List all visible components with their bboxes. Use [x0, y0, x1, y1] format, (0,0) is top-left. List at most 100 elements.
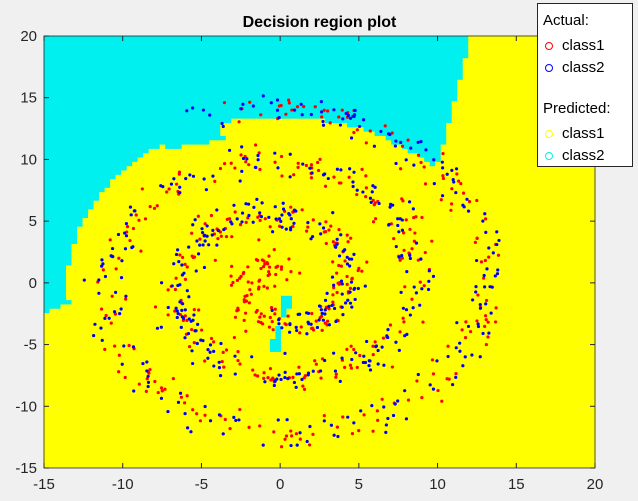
region-cell-class1	[291, 351, 299, 357]
region-cell-class2	[82, 44, 89, 50]
region-cell-class2	[71, 74, 78, 80]
region-cell-class2	[55, 269, 62, 275]
region-cell-class1	[308, 407, 315, 413]
region-cell-class1	[165, 433, 172, 439]
region-cell-class1	[231, 420, 238, 426]
region-cell-class1	[247, 429, 254, 435]
region-cell-class2	[291, 87, 299, 93]
region-cell-class2	[44, 87, 51, 93]
region-cell-class1	[104, 407, 111, 413]
region-cell-class1	[93, 420, 100, 426]
region-cell-class2	[269, 74, 277, 80]
region-cell-class1	[192, 316, 199, 322]
region-cell-class1	[236, 243, 243, 249]
region-cell-class1	[66, 347, 73, 352]
region-cell-class1	[77, 368, 84, 374]
region-cell-class2	[280, 113, 288, 119]
region-cell-class2	[269, 48, 277, 54]
region-cell-class1	[115, 221, 122, 227]
region-cell-class2	[198, 92, 205, 98]
region-cell-class1	[126, 191, 133, 197]
region-cell-class1	[71, 385, 78, 391]
region-cell-class1	[253, 239, 260, 244]
region-cell-class1	[137, 308, 144, 314]
region-cell-class2	[99, 169, 106, 175]
region-cell-class1	[82, 264, 89, 270]
region-cell-class2	[115, 152, 122, 158]
region-cell-class2	[126, 87, 133, 93]
region-cell-class2	[60, 226, 67, 231]
region-cell-class2	[66, 113, 73, 119]
region-cell-class1	[77, 338, 84, 344]
region-cell-class2	[60, 66, 67, 72]
region-cell-class2	[236, 74, 243, 80]
region-cell-class1	[115, 226, 122, 231]
region-cell-class1	[137, 239, 144, 244]
region-cell-class1	[99, 234, 106, 240]
region-cell-class1	[82, 420, 89, 426]
region-cell-class1	[170, 182, 177, 188]
region-cell-class1	[137, 316, 144, 322]
region-cell-class1	[143, 282, 150, 288]
region-cell-class1	[280, 195, 288, 201]
region-cell-class2	[126, 66, 133, 72]
region-cell-class2	[99, 161, 106, 167]
region-cell-class1	[302, 148, 310, 154]
region-cell-class2	[121, 53, 128, 59]
region-cell-class1	[214, 286, 221, 292]
region-cell-class2	[253, 87, 260, 93]
region-cell-class1	[181, 234, 188, 240]
region-cell-class1	[269, 169, 277, 175]
region-cell-class2	[269, 66, 277, 72]
region-cell-class1	[115, 269, 122, 275]
region-cell-class1	[110, 390, 117, 396]
region-cell-class1	[236, 312, 243, 318]
region-cell-class1	[313, 290, 321, 296]
region-cell-class1	[148, 334, 155, 339]
region-cell-class1	[280, 174, 288, 180]
region-cell-class1	[209, 290, 216, 296]
region-cell-class1	[275, 169, 282, 175]
region-cell-class1	[203, 144, 210, 149]
region-cell-class1	[209, 308, 216, 314]
region-cell-class2	[280, 96, 288, 102]
region-cell-class1	[93, 338, 100, 344]
region-cell-class1	[165, 442, 172, 447]
region-cell-class1	[209, 234, 216, 240]
region-cell-class1	[302, 424, 310, 430]
region-cell-class1	[264, 299, 271, 305]
region-cell-class1	[214, 165, 221, 171]
region-cell-class1	[258, 174, 265, 180]
region-cell-class1	[258, 260, 265, 266]
region-cell-class1	[198, 204, 205, 210]
region-cell-class1	[258, 385, 265, 391]
region-cell-class1	[275, 390, 282, 396]
region-cell-class1	[220, 247, 227, 253]
region-cell-class1	[187, 463, 194, 468]
region-cell-class2	[170, 40, 177, 46]
region-cell-class1	[49, 316, 56, 322]
region-cell-class2	[44, 234, 51, 240]
region-cell-class1	[66, 442, 73, 447]
region-cell-class1	[247, 342, 254, 348]
region-cell-class2	[225, 40, 232, 46]
region-cell-class1	[214, 446, 221, 452]
region-cell-class1	[214, 139, 221, 145]
region-cell-class1	[269, 390, 277, 396]
region-cell-class2	[71, 92, 78, 98]
region-cell-class2	[132, 96, 139, 102]
region-cell-class2	[55, 105, 62, 111]
region-cell-class1	[170, 234, 177, 240]
region-cell-class1	[44, 398, 51, 404]
region-cell-class1	[121, 403, 128, 409]
region-cell-class1	[110, 338, 117, 344]
region-cell-class2	[181, 131, 188, 136]
region-cell-class1	[192, 243, 199, 249]
region-cell-class1	[253, 377, 260, 383]
region-cell-class2	[264, 79, 271, 85]
region-cell-class2	[159, 92, 166, 98]
region-cell-class1	[104, 459, 111, 465]
region-cell-class2	[126, 92, 133, 98]
region-cell-class2	[60, 178, 67, 184]
region-cell-class2	[49, 204, 56, 210]
